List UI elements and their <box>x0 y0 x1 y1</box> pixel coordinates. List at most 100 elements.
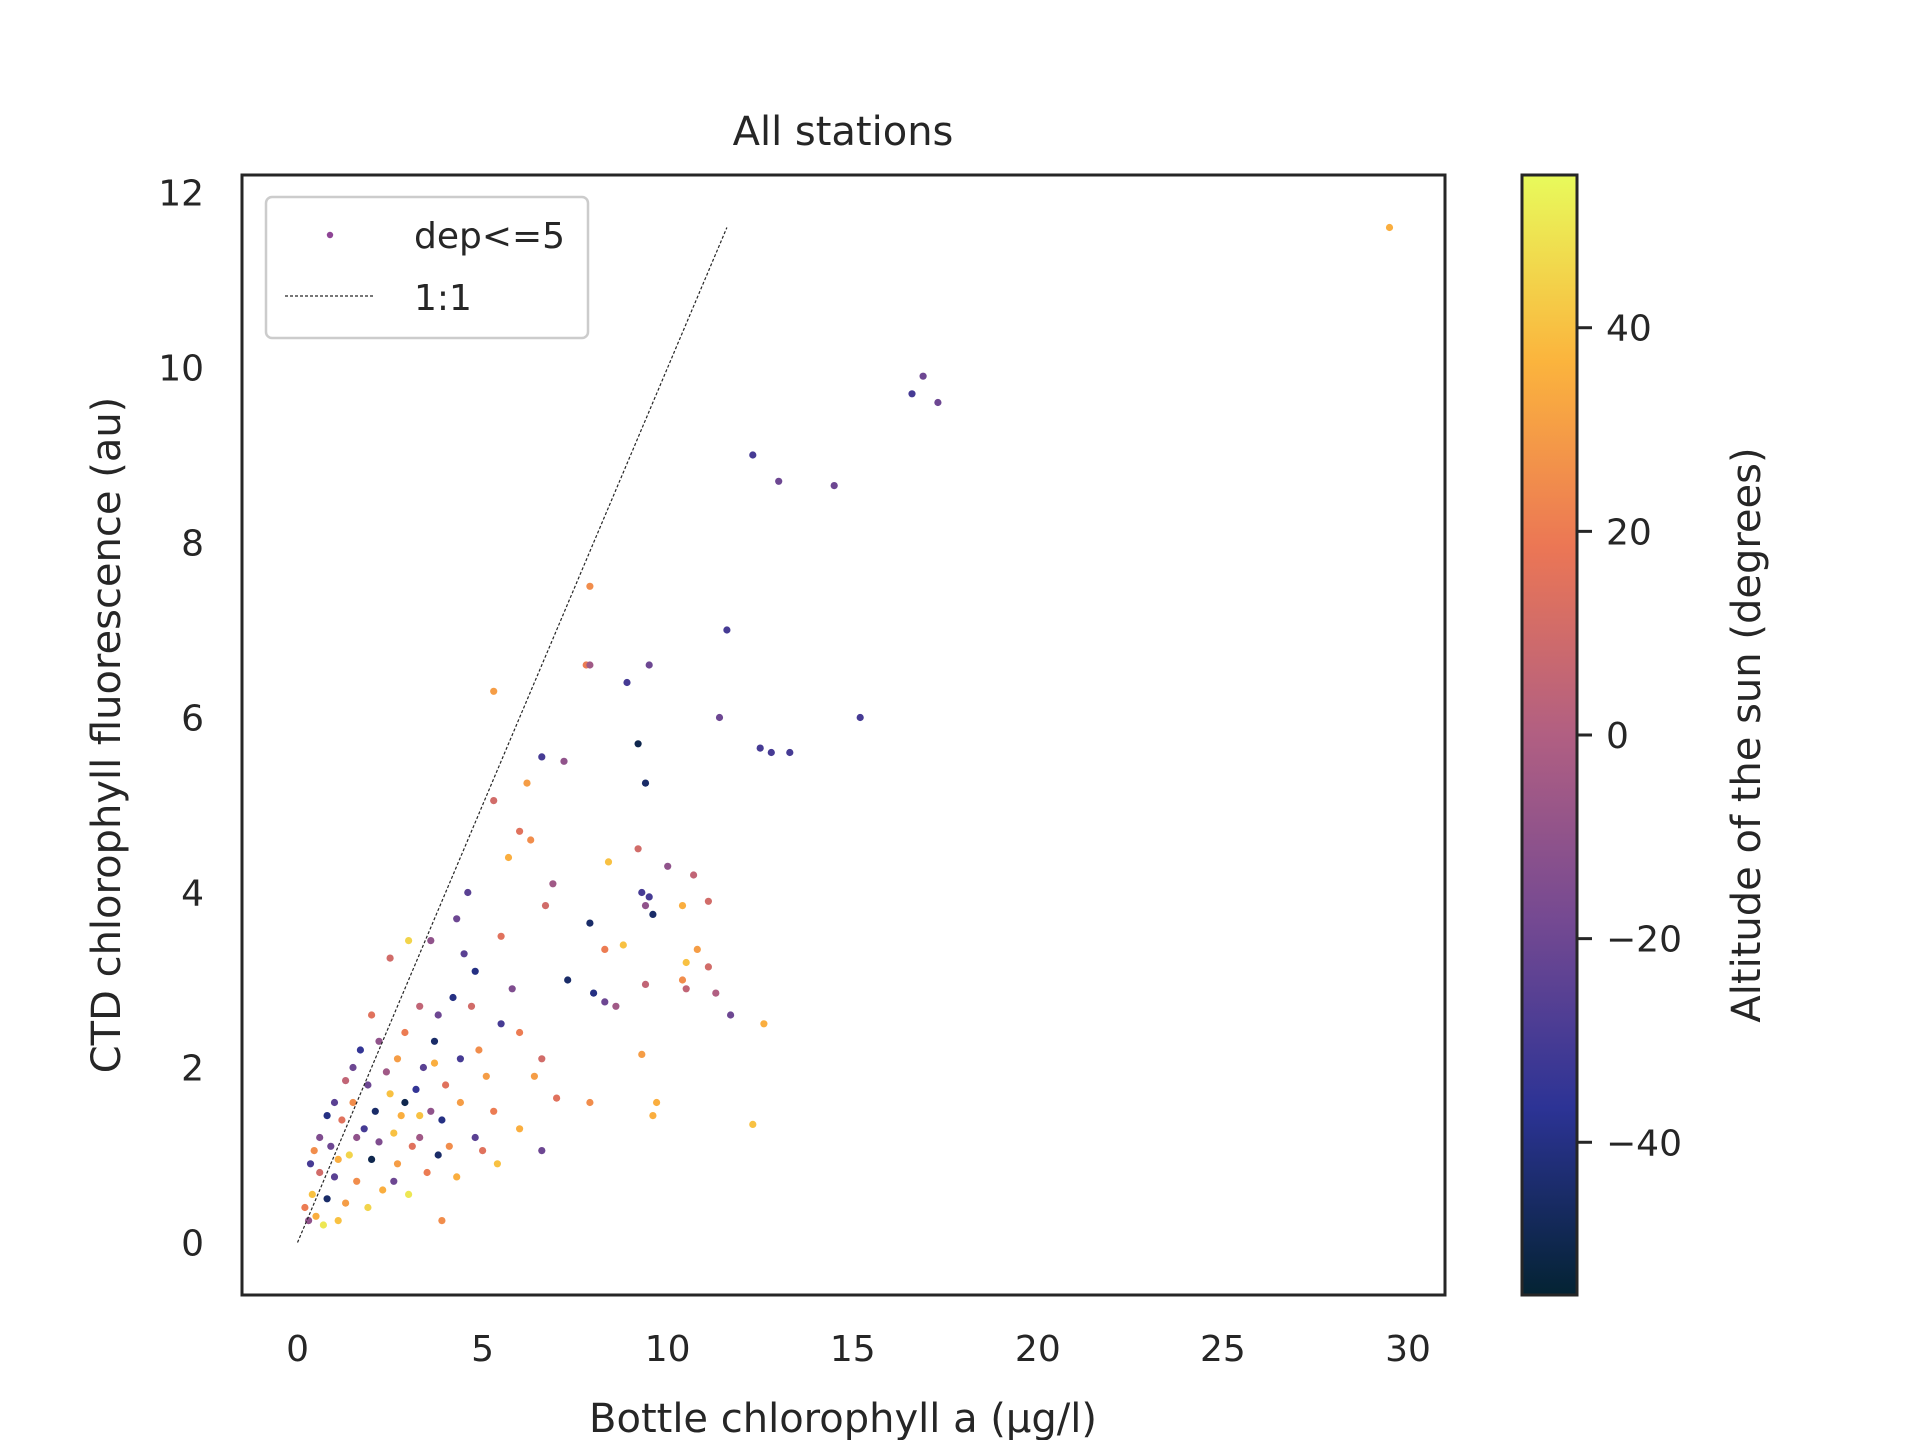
data-point <box>419 1063 427 1072</box>
reference-line-1-1 <box>296 227 728 1243</box>
data-point <box>678 902 687 910</box>
data-point <box>342 1199 350 1207</box>
y-tick-label: 6 <box>181 699 204 740</box>
data-point <box>934 398 942 407</box>
data-point <box>919 372 927 380</box>
legend-marker-dep <box>326 231 334 239</box>
colorbar-ticks: −40 −20 0 20 40 <box>1577 309 1682 1164</box>
data-point <box>405 937 413 945</box>
data-point <box>830 482 838 490</box>
data-point <box>342 1077 350 1085</box>
data-point <box>634 740 642 748</box>
data-point <box>586 661 594 669</box>
data-point <box>456 1055 464 1063</box>
data-point <box>553 1094 561 1102</box>
data-point <box>345 1151 353 1159</box>
y-tick-label: 2 <box>181 1049 204 1090</box>
data-point <box>638 1050 646 1058</box>
x-axis-label: Bottle chlorophyll a (µg/l) <box>589 1396 1097 1440</box>
data-point <box>390 1129 398 1137</box>
data-point <box>538 753 546 761</box>
data-point <box>301 1203 309 1212</box>
data-point <box>386 1090 394 1098</box>
y-tick-label: 0 <box>181 1224 204 1265</box>
data-point <box>723 626 731 634</box>
data-point <box>330 1098 339 1107</box>
colorbar-tick-label: 40 <box>1606 309 1652 350</box>
y-axis-ticks: 0 2 4 6 8 10 12 <box>158 174 204 1265</box>
x-tick-label: 20 <box>1015 1329 1061 1370</box>
data-point <box>538 1147 546 1155</box>
data-point <box>445 1142 453 1150</box>
data-point <box>564 976 572 984</box>
data-point <box>310 1147 318 1155</box>
data-point <box>623 678 631 687</box>
data-point <box>690 871 698 879</box>
legend: dep<=5 1:1 <box>264 195 590 340</box>
data-point <box>482 1072 490 1080</box>
data-point <box>619 941 627 949</box>
data-point <box>330 1173 339 1181</box>
y-tick-label: 4 <box>181 874 204 915</box>
data-point <box>353 1133 361 1142</box>
data-point <box>368 1011 376 1019</box>
data-point <box>641 779 650 787</box>
data-point <box>338 1116 346 1124</box>
data-point <box>641 902 650 910</box>
legend-label-dep: dep<=5 <box>414 216 565 257</box>
data-point <box>453 915 461 923</box>
x-tick-label: 30 <box>1385 1329 1431 1370</box>
scatter-points <box>301 223 1394 1229</box>
data-point <box>1385 223 1394 232</box>
data-point <box>471 1133 479 1142</box>
data-point <box>353 1177 361 1185</box>
data-point <box>649 1112 657 1120</box>
data-point <box>427 937 435 945</box>
data-point <box>430 1059 439 1067</box>
data-point <box>908 390 916 398</box>
data-point <box>712 989 720 997</box>
data-point <box>612 1002 620 1010</box>
data-point <box>438 1217 446 1225</box>
data-point <box>856 713 864 722</box>
plot-frame <box>240 173 1447 1297</box>
x-tick-label: 10 <box>645 1329 691 1370</box>
data-point <box>645 661 653 669</box>
y-tick-label: 10 <box>158 349 204 390</box>
x-tick-label: 15 <box>830 1329 876 1370</box>
colorbar-gradient <box>1520 173 1579 1297</box>
data-point <box>401 1098 409 1107</box>
data-point <box>516 1028 524 1037</box>
data-point <box>356 1046 364 1054</box>
data-point <box>416 1002 424 1010</box>
data-point <box>504 853 513 862</box>
x-axis-ticks: 0 5 10 15 20 25 30 <box>286 1329 1431 1370</box>
data-point <box>382 1068 390 1076</box>
data-point <box>523 779 531 787</box>
data-point <box>727 1011 735 1019</box>
data-point <box>327 1142 335 1150</box>
y-tick-label: 12 <box>158 174 204 215</box>
data-point <box>449 993 457 1002</box>
data-point <box>371 1107 379 1115</box>
data-point <box>319 1221 327 1229</box>
colorbar-tick-label: 0 <box>1606 716 1629 757</box>
data-point <box>334 1155 342 1163</box>
data-point <box>560 757 568 765</box>
data-point <box>479 1147 487 1155</box>
data-point <box>334 1217 342 1225</box>
data-point <box>368 1155 376 1163</box>
data-point <box>682 958 690 967</box>
data-point <box>306 1160 315 1168</box>
data-point <box>379 1186 387 1194</box>
x-tick-label: 5 <box>471 1329 494 1370</box>
data-point <box>508 985 516 993</box>
data-point <box>475 1046 483 1054</box>
data-point <box>490 687 498 695</box>
colorbar-tick-label: 20 <box>1606 512 1652 553</box>
data-point <box>493 1160 501 1168</box>
data-point <box>664 862 672 870</box>
data-point <box>427 1107 435 1115</box>
data-point <box>586 919 594 927</box>
